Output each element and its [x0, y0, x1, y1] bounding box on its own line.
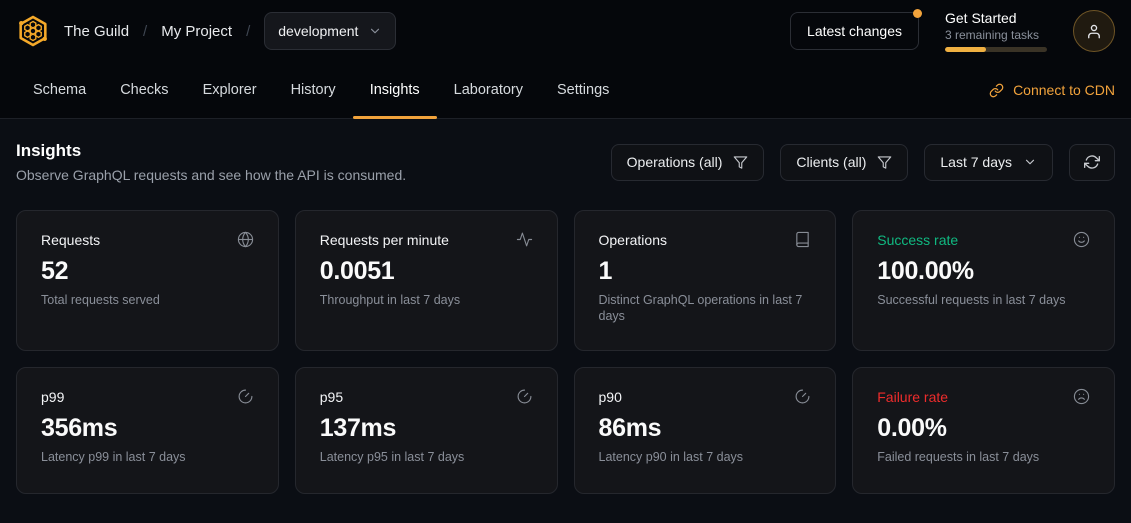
- tab-checks[interactable]: Checks: [120, 82, 169, 98]
- operations-filter-button[interactable]: Operations (all): [610, 143, 765, 181]
- filter-funnel-icon: [733, 155, 748, 170]
- metric-value: 356ms: [41, 414, 118, 442]
- metric-card-requests: Requests 52 Total requests served: [16, 210, 279, 351]
- metric-description: Total requests served: [41, 293, 160, 307]
- refresh-button[interactable]: [1069, 143, 1115, 181]
- notification-dot: [913, 9, 922, 18]
- metric-label: p95: [319, 388, 344, 405]
- person-icon: [1085, 22, 1103, 40]
- refresh-icon: [1084, 154, 1100, 170]
- metric-label: Success rate: [877, 231, 959, 248]
- page-title: Insights: [16, 141, 82, 160]
- book-icon: [794, 231, 811, 248]
- metric-label: p99: [41, 388, 65, 405]
- project-nav: Schema Checks Explorer History Insights …: [0, 62, 1131, 119]
- metric-description: Successful requests in last 7 days: [877, 293, 1066, 307]
- topbar: The Guild / My Project / development Lat…: [0, 0, 1131, 62]
- metric-card-rpm: Requests per minute 0.0051 Throughput in…: [294, 210, 558, 351]
- clients-filter-button[interactable]: Clients (all): [780, 143, 909, 181]
- get-started-subtitle: 3 remaining tasks: [945, 28, 1040, 42]
- metrics-grid: Requests 52 Total requests served Reques…: [0, 210, 1131, 510]
- filter-funnel-icon: [877, 155, 892, 170]
- get-started-progress-track: [945, 47, 1047, 52]
- chevron-down-icon: [368, 24, 382, 38]
- metric-label: Operations: [598, 231, 667, 248]
- latest-changes-label: Latest changes: [807, 23, 902, 39]
- tab-history[interactable]: History: [290, 82, 336, 98]
- page-header-text: Insights Observe GraphQL requests and se…: [16, 141, 406, 183]
- metric-label: Failure rate: [877, 388, 949, 405]
- metric-card-failure-rate: Failure rate 0.00% Failed requests in la…: [852, 367, 1115, 494]
- tab-list: Schema Checks Explorer History Insights …: [16, 62, 626, 119]
- metric-value: 137ms: [319, 414, 397, 442]
- metric-card-operations: Operations 1 Distinct GraphQL operations…: [573, 210, 837, 351]
- connect-to-cdn-link[interactable]: Connect to CDN: [989, 82, 1115, 98]
- frown-icon: [1073, 388, 1090, 405]
- filter-toolbar: Operations (all) Clients (all) Last 7 da…: [610, 143, 1115, 181]
- gauge-icon: [237, 388, 254, 405]
- latest-changes-button[interactable]: Latest changes: [790, 9, 922, 50]
- guild-logo-icon: [16, 14, 50, 48]
- metric-description: Latency p99 in last 7 days: [41, 450, 186, 464]
- breadcrumb-org[interactable]: The Guild: [64, 22, 130, 40]
- metric-description: Distinct GraphQL operations in last 7 da…: [598, 293, 803, 324]
- globe-icon: [237, 231, 254, 248]
- metric-description: Latency p90 in last 7 days: [598, 450, 744, 464]
- metric-value: 52: [41, 257, 69, 285]
- user-avatar[interactable]: [1073, 10, 1115, 52]
- metric-description: Failed requests in last 7 days: [877, 450, 1040, 464]
- metric-label: Requests per minute: [319, 231, 449, 248]
- breadcrumb-separator: /: [143, 22, 148, 40]
- period-select-value: Last 7 days: [940, 154, 1012, 170]
- chevron-down-icon: [1023, 155, 1037, 169]
- metric-card-p99: p99 356ms Latency p99 in last 7 days: [16, 367, 279, 494]
- get-started-widget[interactable]: Get Started 3 remaining tasks: [945, 10, 1047, 52]
- page-header: Insights Observe GraphQL requests and se…: [0, 119, 1131, 210]
- breadcrumb-project[interactable]: My Project: [161, 22, 233, 40]
- tab-insights[interactable]: Insights: [352, 62, 437, 119]
- metric-value: 0.0051: [319, 257, 395, 285]
- page-description: Observe GraphQL requests and see how the…: [16, 167, 407, 183]
- metric-value: 86ms: [598, 414, 662, 442]
- get-started-title: Get Started: [945, 10, 1017, 26]
- metric-value: 100.00%: [877, 257, 974, 285]
- link-icon: [989, 83, 1004, 98]
- get-started-progress-fill: [945, 47, 986, 52]
- metric-label: Requests: [41, 231, 101, 248]
- gauge-icon: [516, 388, 533, 405]
- metric-card-p90: p90 86ms Latency p90 in last 7 days: [573, 367, 837, 494]
- connect-to-cdn-label: Connect to CDN: [1013, 82, 1115, 98]
- metric-label: p90: [598, 388, 622, 405]
- target-selector-dropdown[interactable]: development: [264, 12, 397, 50]
- tab-schema[interactable]: Schema: [33, 82, 87, 98]
- topbar-right: Latest changes Get Started 3 remaining t…: [790, 9, 1115, 52]
- metric-card-success-rate: Success rate 100.00% Successful requests…: [852, 210, 1115, 351]
- period-select-button[interactable]: Last 7 days: [924, 143, 1053, 181]
- metric-description: Throughput in last 7 days: [319, 293, 461, 307]
- smile-icon: [1073, 231, 1090, 248]
- gauge-icon: [794, 388, 811, 405]
- target-selector-value: development: [278, 23, 359, 39]
- org-home-link[interactable]: The Guild: [16, 14, 129, 48]
- clients-filter-label: Clients (all): [796, 154, 867, 170]
- tab-laboratory[interactable]: Laboratory: [453, 82, 523, 98]
- activity-icon: [516, 231, 533, 248]
- tab-settings[interactable]: Settings: [557, 82, 610, 98]
- breadcrumb-separator: /: [246, 22, 251, 40]
- operations-filter-label: Operations (all): [626, 154, 723, 170]
- metric-description: Latency p95 in last 7 days: [319, 450, 465, 464]
- tab-explorer[interactable]: Explorer: [202, 82, 257, 98]
- metric-value: 0.00%: [877, 414, 947, 442]
- metric-card-p95: p95 137ms Latency p95 in last 7 days: [294, 367, 558, 494]
- top-section: The Guild / My Project / development Lat…: [0, 0, 1131, 119]
- metric-value: 1: [598, 257, 613, 285]
